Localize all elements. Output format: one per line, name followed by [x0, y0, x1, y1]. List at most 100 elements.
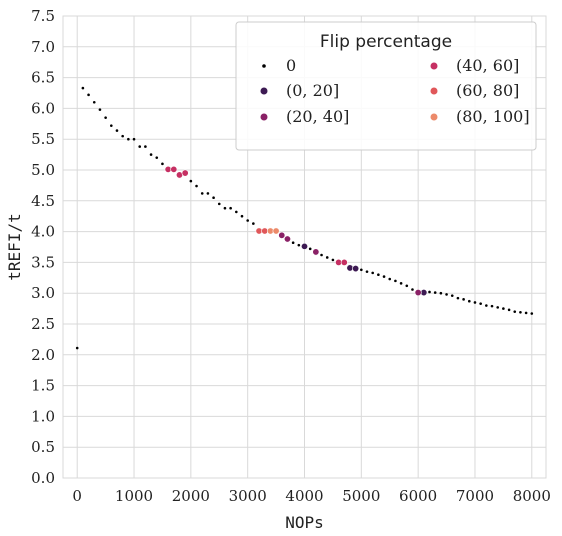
- data-point: [411, 288, 414, 291]
- data-point: [278, 231, 286, 239]
- data-point: [462, 298, 465, 301]
- data-point: [297, 243, 301, 247]
- y-tick-label: 4.5: [31, 192, 55, 210]
- data-point: [382, 275, 386, 278]
- data-point: [485, 304, 488, 307]
- y-tick-label: 7.5: [31, 7, 55, 25]
- data-point: [246, 219, 249, 222]
- data-point: [320, 253, 323, 257]
- legend-label: (0, 20]: [286, 81, 339, 100]
- data-point: [433, 291, 437, 294]
- data-point: [206, 192, 210, 195]
- y-axis-label: tREFI/t: [5, 213, 24, 280]
- data-point: [414, 289, 422, 297]
- legend-marker: [430, 62, 438, 70]
- data-point: [394, 279, 397, 283]
- data-point: [283, 235, 291, 243]
- data-point: [149, 153, 153, 156]
- x-tick-label: 7000: [456, 487, 494, 505]
- y-tick-label: 7.0: [31, 38, 55, 56]
- legend-label: (40, 60]: [456, 56, 519, 75]
- data-point: [170, 165, 178, 173]
- data-point: [445, 293, 448, 296]
- data-point: [308, 247, 312, 251]
- data-point: [399, 282, 403, 285]
- legend-box: [235, 21, 537, 151]
- data-point: [92, 100, 96, 104]
- data-point: [272, 227, 280, 235]
- data-point: [212, 196, 215, 200]
- y-tick-label: 2.0: [31, 346, 55, 364]
- x-axis-label: NOPs: [285, 513, 324, 532]
- y-tick-label: 5.5: [31, 130, 55, 148]
- x-tick-label: 1000: [115, 487, 153, 505]
- data-point: [110, 124, 113, 127]
- y-tick-label: 6.5: [31, 69, 55, 87]
- data-point: [115, 129, 119, 132]
- legend-entry: 0: [262, 56, 296, 75]
- data-point: [138, 145, 142, 148]
- y-tick-label: 2.5: [31, 315, 55, 333]
- data-point: [81, 86, 85, 90]
- legend-marker: [430, 113, 438, 121]
- plot-frame: [62, 15, 547, 479]
- legend-label: 0: [286, 56, 296, 75]
- data-point: [127, 137, 130, 141]
- y-tick-label: 3.0: [31, 284, 55, 302]
- tick-labels: 0 1000 2000 3000 4000 5000 6000 7000 8000 0.0 0.5 1…: [31, 7, 551, 505]
- data-point: [189, 179, 193, 183]
- data-point: [144, 145, 147, 148]
- data-point: [428, 290, 431, 294]
- data-point: [235, 210, 238, 214]
- x-tick-label: 8000: [513, 487, 551, 505]
- data-point: [132, 137, 136, 141]
- y-tick-label: 0.5: [31, 438, 55, 456]
- data-point: [75, 346, 79, 350]
- legend: Flip percentage 0 (0, 20] (20, 40] (40, 60]…: [235, 21, 537, 151]
- legend-entry: (60, 80]: [430, 81, 519, 100]
- data-point: [377, 273, 380, 277]
- x-tick-label: 5000: [342, 487, 380, 505]
- data-point: [104, 116, 107, 119]
- data-point: [519, 310, 522, 314]
- legend-label: (20, 40]: [286, 107, 349, 126]
- data-point: [371, 271, 374, 275]
- data-point: [502, 307, 505, 310]
- data-point: [155, 156, 159, 159]
- legend-label: (60, 80]: [456, 81, 519, 100]
- data-point: [496, 306, 500, 309]
- data-point: [524, 311, 528, 315]
- y-tick-label: 3.5: [31, 253, 55, 271]
- data-point: [365, 270, 369, 273]
- x-tick-label: 6000: [399, 487, 437, 505]
- data-point: [456, 296, 460, 300]
- data-point: [223, 206, 227, 210]
- legend-title: Flip percentage: [320, 32, 452, 52]
- y-tick-label: 6.0: [31, 99, 55, 117]
- legend-marker: [260, 87, 268, 95]
- x-tick-label: 4000: [285, 487, 323, 505]
- y-tick-label: 1.5: [31, 377, 55, 395]
- data-point: [352, 265, 360, 273]
- legend-entry: (0, 20]: [260, 81, 339, 100]
- data-point: [229, 206, 232, 210]
- legend-label: (80, 100]: [456, 107, 530, 126]
- data-point: [331, 258, 335, 262]
- data-point: [479, 302, 482, 305]
- legend-marker: [260, 113, 268, 121]
- data-point: [513, 310, 517, 313]
- data-point: [473, 301, 477, 304]
- data-points: [75, 86, 534, 350]
- data-point: [240, 214, 244, 218]
- data-point: [195, 184, 198, 188]
- data-point: [325, 256, 329, 259]
- legend-marker: [430, 87, 438, 95]
- y-tick-label: 1.0: [31, 407, 55, 425]
- y-tick-label: 0.0: [31, 469, 55, 487]
- data-point: [507, 308, 511, 312]
- x-tick-label: 3000: [229, 487, 267, 505]
- data-point: [87, 93, 90, 97]
- data-point: [217, 202, 221, 206]
- x-tick-label: 0: [72, 487, 82, 505]
- data-point: [121, 134, 124, 138]
